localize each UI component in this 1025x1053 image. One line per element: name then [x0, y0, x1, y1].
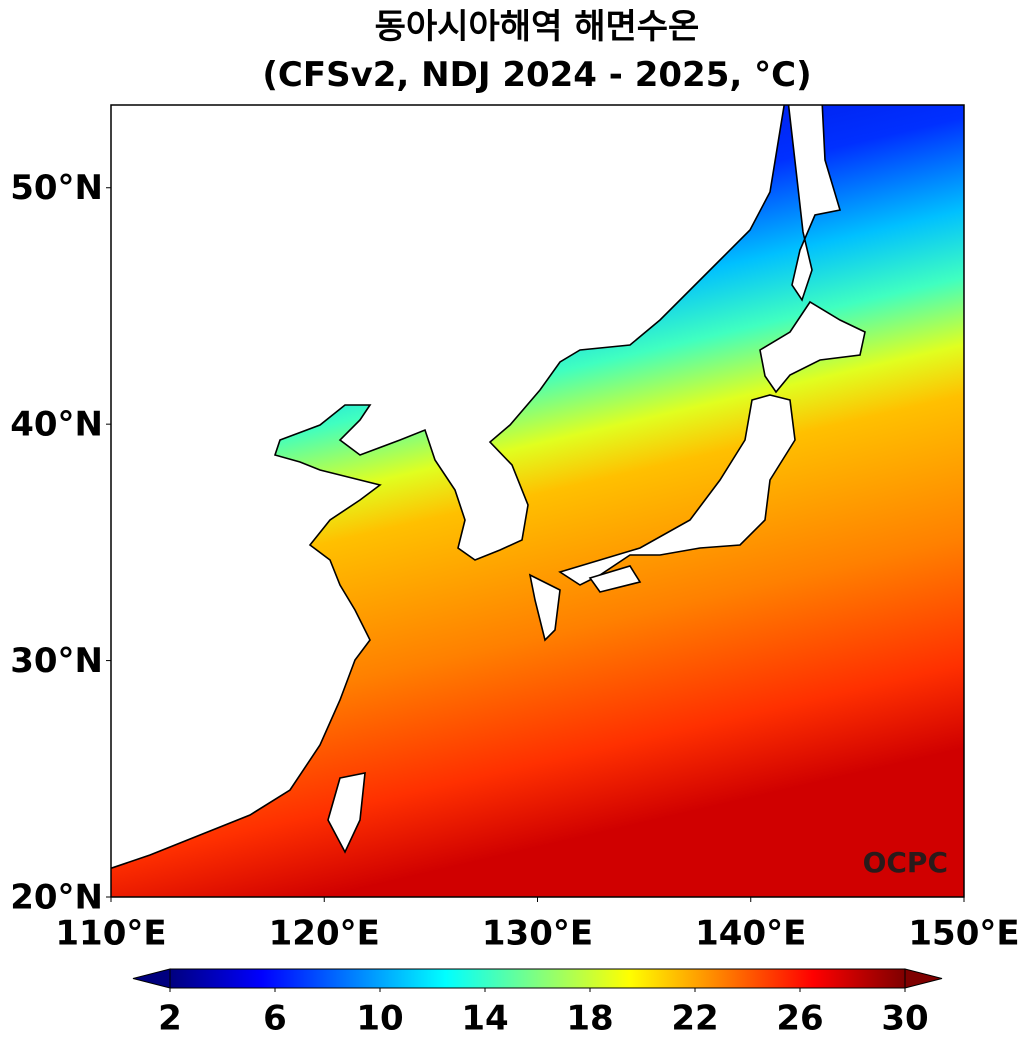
colorbar: 2 6 10 14 18 22 26 30 — [132, 968, 943, 1039]
colorbar-tick-label: 14 — [461, 999, 508, 1039]
colorbar-tick-label: 2 — [158, 999, 182, 1039]
map: OCPC — [111, 105, 964, 897]
axes: 110°E 120°E 130°E 140°E 150°E 20°N 30°N 40°N 50°… — [10, 168, 1019, 953]
colorbar-extend-high — [904, 968, 943, 989]
x-tick-label: 150°E — [908, 914, 1019, 954]
title: 동아시아해역 해면수온 — [375, 7, 700, 47]
colorbar-tick-label: 6 — [263, 999, 287, 1039]
colorbar-tick-label: 26 — [776, 999, 823, 1039]
y-tick-label: 30°N — [10, 641, 103, 681]
land — [111, 105, 866, 870]
x-tick-label: 120°E — [269, 914, 380, 954]
subtitle: (CFSv2, NDJ 2024 - 2025, °C) — [262, 55, 811, 95]
y-tick-label: 40°N — [10, 405, 103, 445]
colorbar-tick-label: 18 — [566, 999, 613, 1039]
colorbar-body — [169, 968, 906, 989]
x-tick-label: 110°E — [55, 914, 166, 954]
x-tick-label: 140°E — [695, 914, 806, 954]
y-tick-label: 20°N — [10, 878, 103, 918]
colorbar-extend-low — [132, 968, 171, 989]
colorbar-tick-label: 30 — [881, 999, 928, 1039]
watermark: OCPC — [863, 846, 948, 879]
y-tick-label: 50°N — [10, 168, 103, 208]
colorbar-tick-label: 22 — [671, 999, 718, 1039]
x-tick-label: 130°E — [482, 914, 593, 954]
colorbar-tick-label: 10 — [356, 999, 403, 1039]
